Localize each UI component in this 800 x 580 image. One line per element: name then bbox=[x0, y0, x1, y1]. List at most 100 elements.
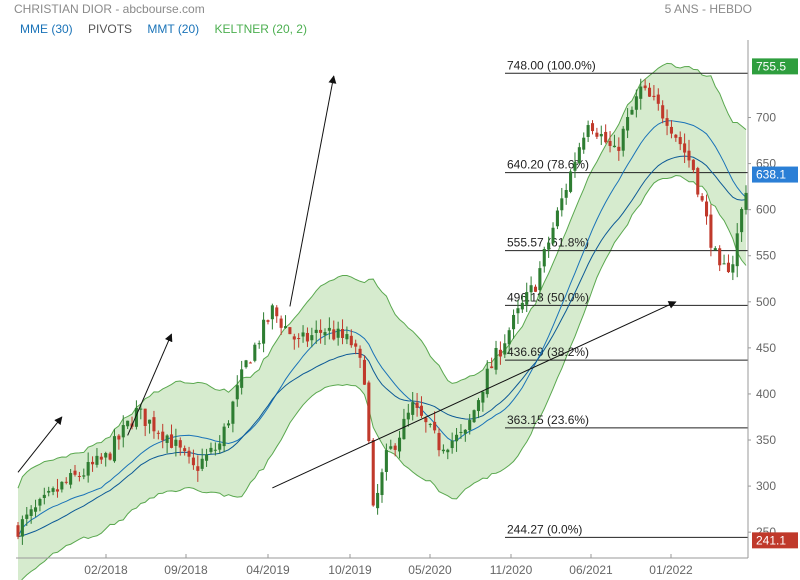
candle bbox=[270, 303, 274, 330]
candle-body bbox=[459, 431, 463, 433]
candle bbox=[121, 415, 125, 448]
candle bbox=[77, 471, 81, 482]
candle bbox=[257, 340, 261, 349]
candle-body bbox=[639, 86, 643, 99]
candle-body bbox=[665, 118, 669, 126]
candle-body bbox=[415, 402, 419, 408]
candle bbox=[376, 483, 380, 515]
candle bbox=[297, 333, 301, 348]
candle-body bbox=[248, 362, 252, 364]
candle-body bbox=[709, 214, 713, 248]
y-tick-label: 450 bbox=[756, 341, 776, 355]
candle bbox=[731, 255, 735, 281]
candle bbox=[621, 126, 625, 157]
candle-body bbox=[446, 449, 450, 453]
candle-body bbox=[253, 344, 257, 361]
candle bbox=[283, 315, 288, 329]
candle-body bbox=[358, 348, 362, 358]
candle-body bbox=[533, 286, 538, 292]
candle bbox=[485, 360, 489, 398]
candle-body bbox=[275, 307, 279, 317]
candle bbox=[547, 236, 551, 258]
candle bbox=[51, 486, 55, 496]
candle bbox=[73, 464, 77, 477]
candle-body bbox=[731, 264, 735, 273]
candle bbox=[69, 468, 73, 489]
candle-body bbox=[498, 349, 502, 357]
candle-body bbox=[231, 401, 235, 424]
candle-body bbox=[643, 85, 647, 89]
candle-body bbox=[73, 470, 77, 475]
candle bbox=[608, 131, 612, 153]
candle-body bbox=[604, 131, 608, 143]
candle bbox=[617, 137, 621, 161]
candle bbox=[358, 345, 362, 368]
legend-item-keltner[interactable]: KELTNER (20, 2) bbox=[214, 22, 307, 36]
candle-body bbox=[336, 328, 340, 338]
candle bbox=[722, 254, 726, 265]
candle-body bbox=[626, 117, 630, 131]
price-tag-label: 241.1 bbox=[756, 533, 786, 547]
candle bbox=[735, 223, 739, 278]
candle-body bbox=[148, 419, 152, 424]
candle-body bbox=[569, 171, 573, 192]
candle-body bbox=[121, 425, 125, 438]
candle bbox=[463, 429, 467, 442]
candle bbox=[634, 89, 638, 118]
candle-body bbox=[310, 335, 314, 341]
candle-body bbox=[200, 458, 204, 469]
candle bbox=[419, 396, 424, 418]
candle-body bbox=[47, 490, 51, 493]
candle-body bbox=[411, 402, 415, 415]
candle-body bbox=[718, 248, 722, 266]
candle-body bbox=[178, 440, 182, 448]
chart-period: 5 ANS - HEBDO bbox=[664, 2, 752, 16]
candle bbox=[126, 420, 130, 430]
candle bbox=[205, 448, 209, 467]
candle-body bbox=[744, 192, 748, 210]
candle-body bbox=[354, 343, 358, 347]
candle bbox=[389, 439, 393, 450]
candle-body bbox=[64, 481, 68, 483]
candle-body bbox=[661, 105, 665, 119]
candle-body bbox=[51, 488, 55, 492]
candle bbox=[577, 142, 581, 165]
candle-body bbox=[95, 455, 99, 465]
candle-body bbox=[398, 437, 402, 452]
candle bbox=[718, 245, 722, 272]
price-tags: 755.5 638.1 241.1 bbox=[752, 58, 798, 549]
candle-body bbox=[647, 87, 652, 97]
candle-body bbox=[696, 168, 700, 195]
candle-body bbox=[183, 448, 187, 452]
candle-body bbox=[301, 332, 305, 337]
candle-body bbox=[481, 391, 485, 403]
candle bbox=[560, 187, 564, 217]
candle-body bbox=[494, 347, 498, 370]
candle bbox=[696, 166, 700, 198]
candle-body bbox=[599, 133, 603, 137]
candle bbox=[25, 506, 29, 526]
x-tick-label: 05/2020 bbox=[408, 563, 452, 577]
legend-item-pivots[interactable]: PIVOTS bbox=[88, 22, 133, 36]
candle bbox=[42, 487, 46, 505]
candle bbox=[209, 442, 213, 454]
candle-body bbox=[612, 145, 616, 148]
candle bbox=[191, 449, 195, 470]
candle bbox=[384, 443, 388, 481]
candle bbox=[178, 437, 182, 456]
candle-body bbox=[735, 233, 739, 267]
legend-item-mmt[interactable]: MMT (20) bbox=[147, 22, 200, 36]
candle-body bbox=[104, 453, 108, 458]
candle bbox=[29, 505, 33, 524]
candle bbox=[630, 106, 634, 115]
candle-body bbox=[529, 285, 533, 293]
price-tag-bg bbox=[752, 532, 798, 549]
candle-body bbox=[126, 420, 130, 427]
candle-body bbox=[503, 343, 507, 355]
candle bbox=[612, 134, 616, 148]
candle bbox=[327, 317, 331, 340]
legend-item-mme[interactable]: MME (30) bbox=[20, 22, 73, 36]
candle bbox=[415, 392, 419, 417]
candle-body bbox=[235, 385, 239, 400]
trend-arrow bbox=[17, 416, 63, 473]
